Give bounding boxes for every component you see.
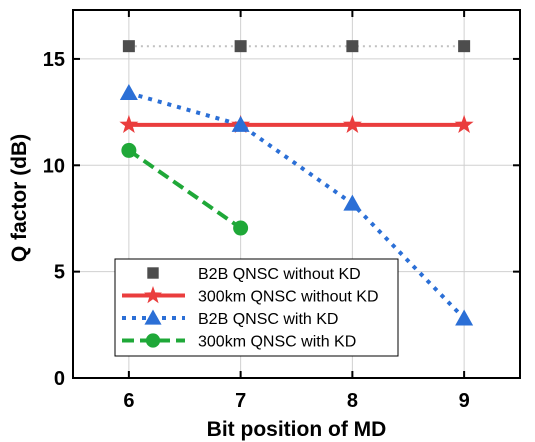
data-point-2 <box>455 309 474 326</box>
series-line-3 <box>127 148 242 230</box>
legend-marker-2 <box>144 309 162 325</box>
data-point-0 <box>122 40 135 53</box>
data-point-0 <box>458 40 471 53</box>
x-tick-label: 6 <box>123 390 134 412</box>
legend-label-1: 300km QNSC without KD <box>198 289 379 306</box>
legend-marker-0 <box>147 267 159 279</box>
data-point-2 <box>231 115 250 132</box>
y-tick-label: 5 <box>54 262 65 284</box>
y-tick-label: 0 <box>54 368 65 390</box>
y-tick-label: 10 <box>43 155 65 177</box>
data-point-3 <box>233 220 249 236</box>
x-axis-title: Bit position of MD <box>207 418 387 441</box>
data-point-3 <box>121 142 137 158</box>
data-point-2 <box>343 194 362 211</box>
legend-label-0: B2B QNSC without KD <box>198 266 361 283</box>
data-point-0 <box>234 40 247 53</box>
x-tick-label: 9 <box>459 390 470 412</box>
data-point-2 <box>119 83 138 100</box>
plot-frame <box>72 9 521 379</box>
data-point-1 <box>342 114 362 133</box>
data-point-1 <box>454 114 474 133</box>
x-tick-label: 8 <box>347 390 358 412</box>
legend-label-3: 300km QNSC with KD <box>198 334 356 351</box>
legend-marker-1 <box>144 286 162 304</box>
axis-ticks <box>73 10 520 379</box>
y-axis-title: Q factor (dB) <box>8 134 31 262</box>
legend-marker-3 <box>145 333 161 348</box>
legend: B2B QNSC without KD 300km QNSC without KD… <box>114 258 399 357</box>
y-tick-label: 15 <box>43 49 65 71</box>
series-markers <box>119 40 474 326</box>
legend-label-2: B2B QNSC with KD <box>198 311 338 328</box>
series-lines <box>127 45 466 320</box>
data-point-1 <box>119 114 139 133</box>
data-point-0 <box>346 40 359 53</box>
tick-labels: 6 7 8 9 0 5 10 15 <box>43 49 470 412</box>
series-line-2 <box>128 91 466 320</box>
x-tick-label: 7 <box>235 390 246 412</box>
